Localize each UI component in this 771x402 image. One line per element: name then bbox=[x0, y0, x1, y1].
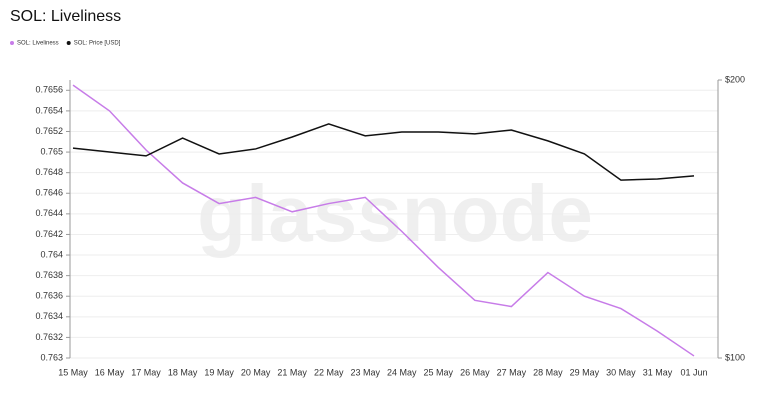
y-tick-label: 0.7652 bbox=[35, 126, 63, 136]
chart-title: SOL: Liveliness bbox=[10, 8, 121, 25]
y-tick-label: 0.7636 bbox=[35, 291, 63, 301]
legend-swatch bbox=[66, 41, 71, 45]
x-tick-label: 28 May bbox=[533, 367, 563, 377]
x-tick-label: 25 May bbox=[424, 367, 454, 377]
y-tick-label: 0.7634 bbox=[35, 311, 63, 321]
y-tick-label: 0.7656 bbox=[35, 85, 63, 95]
y-tick-label: 0.7654 bbox=[35, 105, 63, 115]
x-tick-label: 01 Jun bbox=[680, 367, 707, 377]
y-tick-label: 0.7648 bbox=[35, 167, 63, 177]
series-line bbox=[72, 84, 695, 357]
x-tick-label: 18 May bbox=[168, 367, 198, 377]
x-tick-label: 31 May bbox=[643, 367, 673, 377]
x-tick-label: 21 May bbox=[277, 367, 307, 377]
x-tick-label: 17 May bbox=[131, 367, 161, 377]
x-tick-label: 20 May bbox=[241, 367, 271, 377]
x-tick-label: 24 May bbox=[387, 367, 417, 377]
y-tick-label: 0.7638 bbox=[35, 270, 63, 280]
y-tick-label: 0.765 bbox=[40, 146, 63, 156]
legend-swatch bbox=[10, 41, 14, 45]
x-tick-label: 29 May bbox=[570, 367, 600, 377]
x-tick-label: 15 May bbox=[58, 367, 88, 377]
y-tick-label: 0.7644 bbox=[35, 208, 63, 218]
series-line bbox=[72, 123, 695, 181]
x-tick-label: 22 May bbox=[314, 367, 344, 377]
legend-label: SOL: Liveliness bbox=[17, 41, 59, 47]
legend-label: SOL: Price [USD] bbox=[74, 41, 121, 47]
x-tick-label: 16 May bbox=[95, 367, 125, 377]
y-tick-label: 0.763 bbox=[40, 352, 63, 362]
y-tick-label: 0.764 bbox=[40, 249, 63, 259]
y2-tick-label: $100 bbox=[725, 352, 745, 362]
x-tick-label: 23 May bbox=[350, 367, 380, 377]
x-tick-label: 19 May bbox=[204, 367, 234, 377]
x-tick-label: 26 May bbox=[460, 367, 490, 377]
y-tick-label: 0.7642 bbox=[35, 229, 63, 239]
y-tick-label: 0.7646 bbox=[35, 188, 63, 198]
x-tick-label: 30 May bbox=[606, 367, 636, 377]
y-tick-label: 0.7632 bbox=[35, 332, 63, 342]
y2-tick-label: $200 bbox=[725, 74, 745, 84]
x-tick-label: 27 May bbox=[497, 367, 527, 377]
